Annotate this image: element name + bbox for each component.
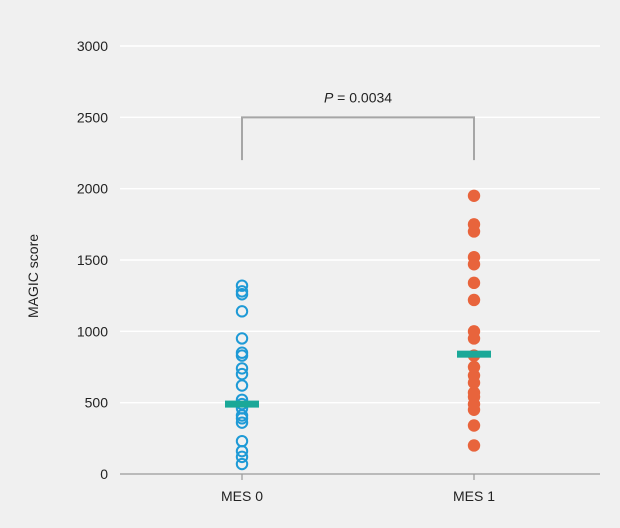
y-axis-title: MAGIC score xyxy=(25,234,41,318)
data-point-mes0 xyxy=(235,346,249,359)
axes xyxy=(120,473,600,480)
y-tick-label: 2500 xyxy=(77,109,108,125)
data-point-mes1 xyxy=(467,293,481,307)
y-tick-label: 1000 xyxy=(77,323,108,339)
data-point-mes1 xyxy=(467,276,481,290)
data-point-mes0 xyxy=(235,434,249,448)
x-tick-label: MES 0 xyxy=(221,488,263,504)
data-point-mes0 xyxy=(235,457,249,471)
data-point-mes1 xyxy=(467,439,481,452)
data-point-mes1 xyxy=(467,250,481,264)
data-point-mes1 xyxy=(467,419,481,432)
median-bar xyxy=(225,400,259,408)
data-point-mes0 xyxy=(235,379,249,392)
median-bar xyxy=(457,350,491,358)
data-point-mes1 xyxy=(467,386,481,399)
bracket-line xyxy=(241,116,475,161)
median-bars xyxy=(225,350,491,408)
data-points xyxy=(235,189,481,471)
y-tick-label: 0 xyxy=(100,466,108,482)
y-tick-labels: 0 500 1000 1500 2000 2500 3000 xyxy=(77,38,108,482)
p-value-symbol: P xyxy=(324,89,334,105)
data-point-mes0 xyxy=(235,450,249,464)
data-point-mes1 xyxy=(467,369,481,382)
data-point-mes0 xyxy=(235,332,249,345)
p-value-annotation: P = 0.0034 xyxy=(324,89,392,105)
y-tick-label: 3000 xyxy=(77,38,108,54)
y-tick-label: 500 xyxy=(85,395,109,411)
x-tick-label: MES 1 xyxy=(453,488,495,504)
data-point-mes1 xyxy=(467,189,481,202)
data-point-mes0 xyxy=(235,367,249,381)
significance-bracket xyxy=(241,116,475,161)
y-tick-label: 2000 xyxy=(77,181,108,197)
data-point-mes0 xyxy=(235,409,249,422)
data-point-mes0 xyxy=(235,416,249,429)
data-point-mes0 xyxy=(235,305,249,318)
data-point-mes1 xyxy=(467,325,481,338)
data-point-mes0 xyxy=(235,362,249,375)
p-value-text: = 0.0034 xyxy=(333,89,392,105)
x-category-labels: MES 0 MES 1 xyxy=(221,488,495,504)
data-point-mes1 xyxy=(467,218,481,231)
y-tick-label: 1500 xyxy=(77,252,108,268)
data-point-mes1 xyxy=(467,360,481,374)
data-point-mes0 xyxy=(235,285,249,298)
data-point-mes0 xyxy=(235,279,249,292)
